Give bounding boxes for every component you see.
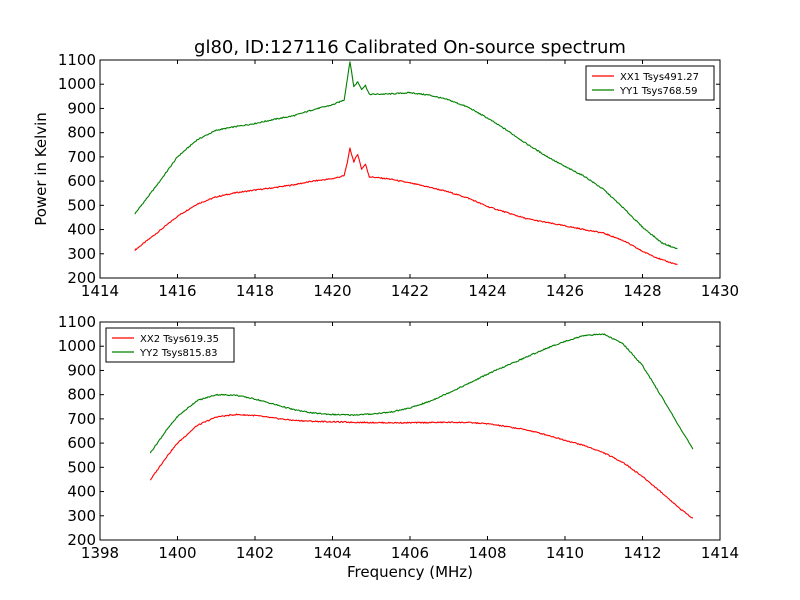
x-tick-label: 1404 — [313, 544, 351, 562]
series-line-1 — [134, 147, 678, 266]
legend-entry: YY2 Tsys815.83 — [139, 348, 218, 359]
y-tick-label: 800 — [67, 386, 96, 404]
legend: XX1 Tsys491.27 YY1 Tsys768.59 — [585, 65, 715, 101]
x-tick-label: 1410 — [546, 544, 584, 562]
x-tick-label: 1422 — [391, 282, 429, 300]
x-tick-label: 1414 — [81, 282, 119, 300]
x-tick-label: 1402 — [236, 544, 274, 562]
x-tick-label: 1406 — [391, 544, 429, 562]
x-tick-label: 1408 — [468, 544, 506, 562]
y-tick-label: 600 — [67, 434, 96, 452]
y-tick-label: 600 — [67, 172, 96, 190]
x-tick-label: 1416 — [158, 282, 196, 300]
x-tick-label: 1430 — [701, 282, 739, 300]
x-axis-label: Frequency (MHz) — [347, 563, 473, 581]
x-tick-label: 1424 — [468, 282, 506, 300]
y-tick-label: 500 — [67, 458, 96, 476]
y-tick-label: 200 — [67, 269, 96, 287]
x-tick-label: 1400 — [158, 544, 196, 562]
y-tick-label: 1000 — [58, 337, 96, 355]
x-tick-label: 1418 — [236, 282, 274, 300]
legend-box — [105, 327, 235, 363]
x-tick-label: 1412 — [623, 544, 661, 562]
legend-entry: XX1 Tsys491.27 — [620, 72, 699, 83]
series-line-2 — [149, 333, 694, 454]
bottom-plot: 1398 1400 1402 1404 1406 1408 1410 1412 1414 200 3… — [58, 313, 739, 562]
y-tick-label: 800 — [67, 124, 96, 142]
legend-entry: XX2 Tsys619.35 — [140, 334, 219, 345]
y-tick-label: 500 — [67, 196, 96, 214]
y-tick-label: 900 — [67, 99, 96, 117]
y-tick-label: 700 — [67, 410, 96, 428]
series-line-2 — [134, 61, 678, 250]
y-tick-label: 1100 — [58, 51, 96, 69]
y-tick-label: 400 — [67, 483, 96, 501]
x-tick-label: 1420 — [313, 282, 351, 300]
x-tick-label: 1428 — [623, 282, 661, 300]
y-tick-label: 300 — [67, 507, 96, 525]
legend: XX2 Tsys619.35 YY2 Tsys815.83 — [105, 327, 235, 363]
top-plot: 1414 1416 1418 1420 1422 1424 1426 1428 1430 200 3… — [58, 51, 739, 300]
y-tick-label: 300 — [67, 245, 96, 263]
y-tick-label: 1000 — [58, 75, 96, 93]
y-axis-label: Power in Kelvin — [32, 112, 50, 226]
series-line-1 — [149, 413, 694, 519]
x-tick-label: 1426 — [546, 282, 584, 300]
chart-title: gl80, ID:127116 Calibrated On-source spe… — [194, 37, 626, 58]
y-tick-label: 700 — [67, 148, 96, 166]
y-tick-label: 900 — [67, 361, 96, 379]
y-tick-label: 1100 — [58, 313, 96, 331]
y-tick-label: 400 — [67, 221, 96, 239]
y-tick-label: 200 — [67, 531, 96, 549]
legend-box — [585, 65, 715, 101]
x-tick-label: 1398 — [81, 544, 119, 562]
x-tick-label: 1414 — [701, 544, 739, 562]
legend-entry: YY1 Tsys768.59 — [619, 86, 698, 97]
